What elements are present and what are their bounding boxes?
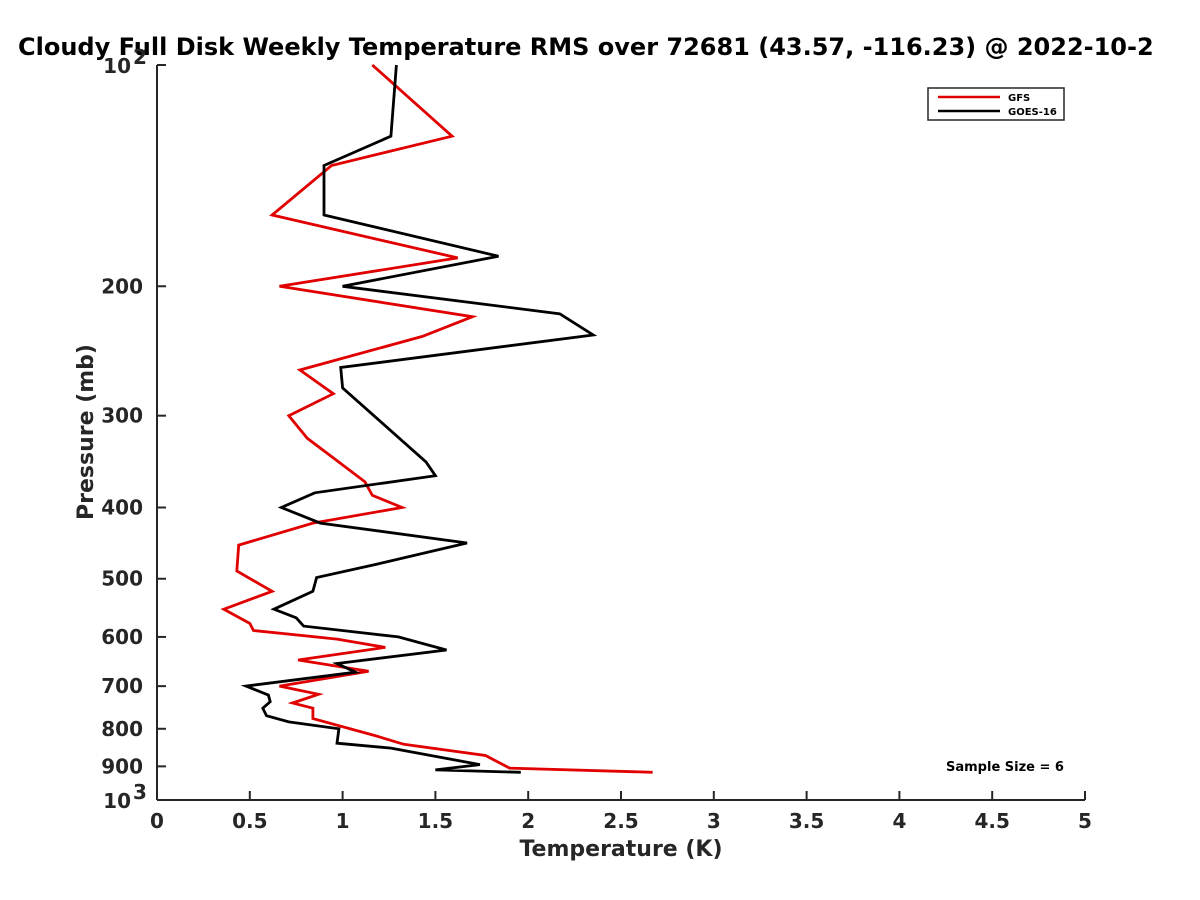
y-tick-label: 10 xyxy=(103,54,131,78)
series-line-goes-16 xyxy=(240,64,598,774)
legend-label-goes-16: GOES-16 xyxy=(1008,107,1057,118)
x-tick-label: 4.5 xyxy=(974,809,1009,833)
y-tick-label-exponent: 3 xyxy=(133,780,147,804)
x-tick-label: 4 xyxy=(892,809,906,833)
x-tick-label: 1.5 xyxy=(418,809,453,833)
sample-size-annotation: Sample Size = 6 xyxy=(946,760,1064,775)
x-tick-label: 2 xyxy=(521,809,535,833)
y-tick-label: 800 xyxy=(101,717,143,741)
x-tick-label: 3 xyxy=(707,809,721,833)
plot-area: 0 0.5 1 1.5 2 2.5 3 3.5 4 4.5 5 10 2200300400500600… xyxy=(101,45,1092,833)
x-axis-label: Temperature (K) xyxy=(519,837,722,862)
x-tick-label: 5 xyxy=(1078,809,1092,833)
series-group xyxy=(220,63,653,774)
x-tick-label: 2.5 xyxy=(603,809,638,833)
y-tick-label: 400 xyxy=(101,496,143,520)
y-tick-label: 600 xyxy=(101,625,143,649)
x-axis-ticks: 0 0.5 1 1.5 2 2.5 3 3.5 4 4.5 5 xyxy=(150,791,1092,833)
legend-label-gfs: GFS xyxy=(1008,93,1030,104)
legend: GFS GOES-16 xyxy=(927,87,1065,121)
x-tick-label: 3.5 xyxy=(789,809,824,833)
series-line-gfs xyxy=(220,63,653,774)
y-tick-label: 200 xyxy=(101,274,143,298)
chart-title: Cloudy Full Disk Weekly Temperature RMS … xyxy=(18,33,1154,61)
x-tick-label: 0 xyxy=(150,809,164,833)
y-tick-label-exponent: 2 xyxy=(133,45,147,69)
y-axis-label: Pressure (mb) xyxy=(74,344,99,520)
y-tick-label: 900 xyxy=(101,754,143,778)
y-tick-label: 300 xyxy=(101,404,143,428)
x-tick-label: 1 xyxy=(336,809,350,833)
y-tick-label: 700 xyxy=(101,674,143,698)
y-tick-label: 10 xyxy=(103,789,131,813)
x-tick-label: 0.5 xyxy=(232,809,267,833)
y-tick-label: 500 xyxy=(101,567,143,591)
legend-box xyxy=(927,87,1065,121)
